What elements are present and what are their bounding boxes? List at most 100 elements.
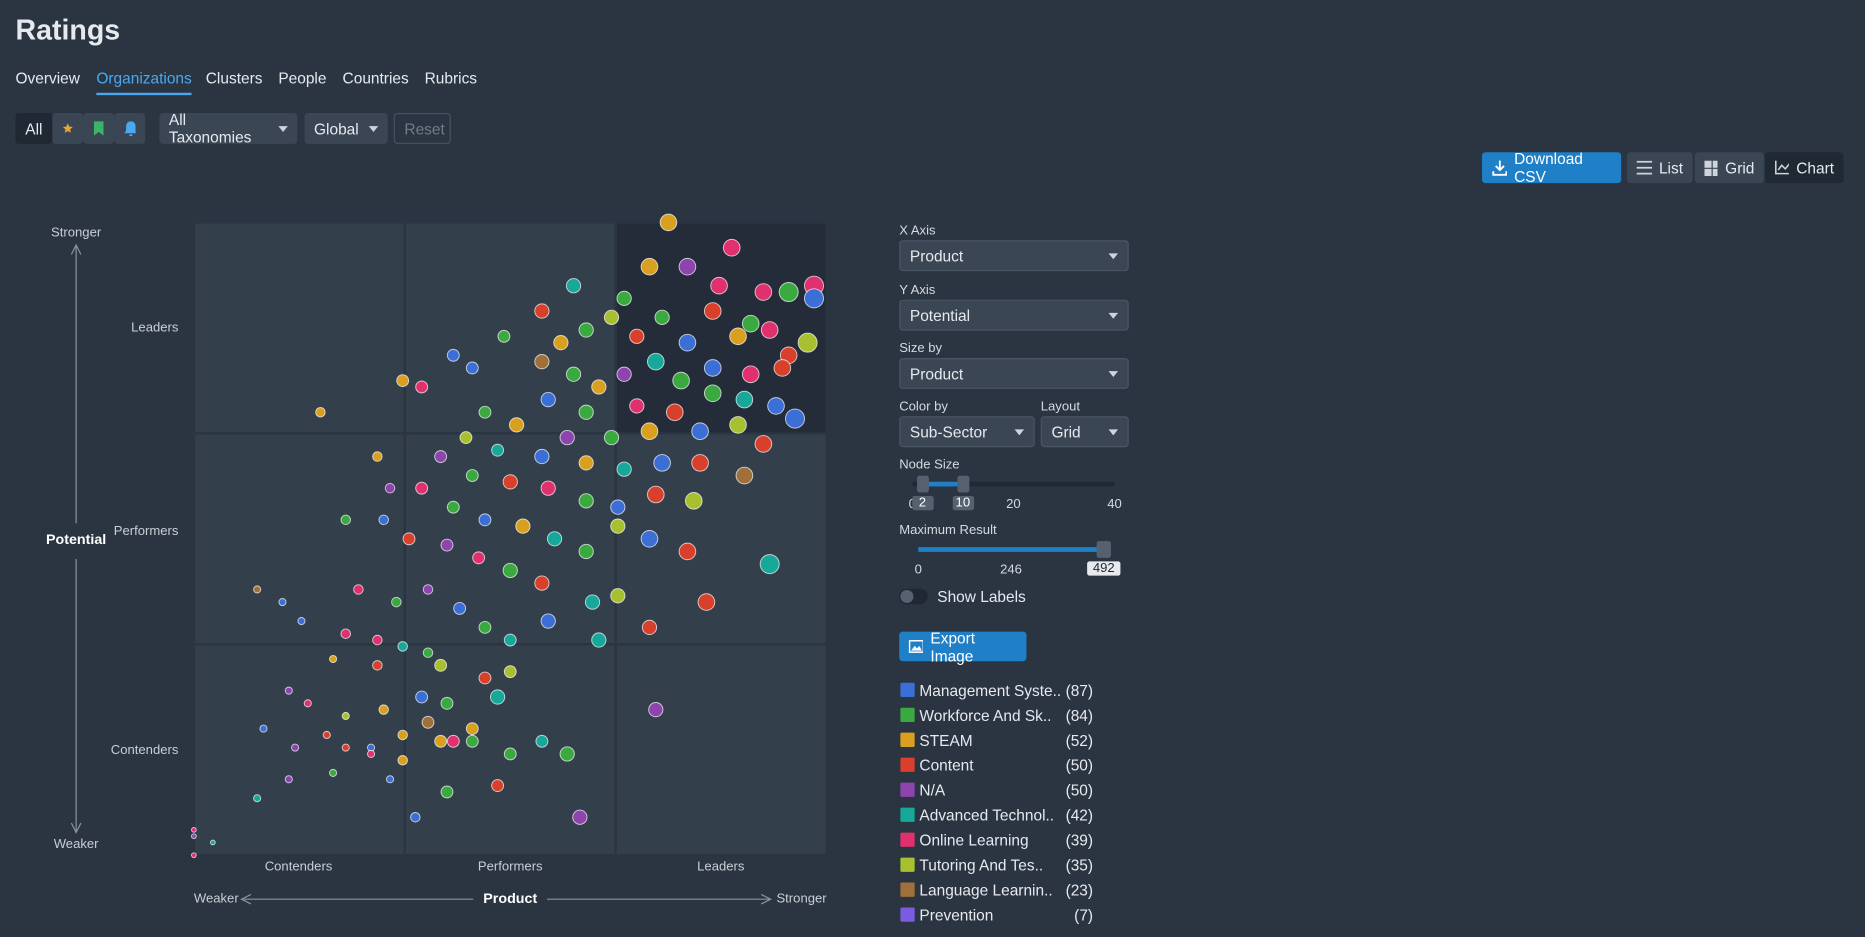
export-button[interactable]: Export Image bbox=[899, 629, 1027, 664]
data-point[interactable] bbox=[640, 422, 659, 441]
data-point[interactable] bbox=[665, 403, 684, 422]
data-point[interactable] bbox=[565, 278, 582, 294]
select[interactable]: Product bbox=[899, 240, 1129, 272]
select[interactable]: Product bbox=[899, 358, 1129, 389]
data-point[interactable] bbox=[778, 282, 799, 303]
data-point[interactable] bbox=[329, 768, 338, 777]
data-point[interactable] bbox=[465, 734, 479, 748]
data-point[interactable] bbox=[703, 384, 722, 403]
data-point[interactable] bbox=[478, 405, 492, 419]
data-point[interactable] bbox=[565, 366, 582, 382]
data-point[interactable] bbox=[489, 689, 506, 705]
data-point[interactable] bbox=[760, 321, 779, 339]
data-point[interactable] bbox=[785, 408, 805, 429]
data-point[interactable] bbox=[741, 365, 760, 384]
data-point[interactable] bbox=[659, 213, 678, 232]
data-point[interactable] bbox=[465, 469, 479, 482]
data-point[interactable] bbox=[459, 431, 473, 444]
data-point[interactable] bbox=[372, 634, 383, 646]
data-point[interactable] bbox=[422, 647, 434, 658]
filter-bookmark[interactable] bbox=[83, 112, 115, 144]
data-point[interactable] bbox=[584, 594, 601, 610]
filter-all[interactable]: All bbox=[15, 112, 53, 144]
data-point[interactable] bbox=[684, 492, 703, 510]
data-point[interactable] bbox=[353, 584, 364, 595]
data-point[interactable] bbox=[303, 699, 312, 708]
data-point[interactable] bbox=[629, 328, 645, 344]
toggle[interactable] bbox=[899, 588, 928, 605]
data-point[interactable] bbox=[191, 833, 197, 840]
data-point[interactable] bbox=[284, 686, 293, 695]
slider-handle[interactable] bbox=[1096, 541, 1111, 558]
data-point[interactable] bbox=[591, 632, 607, 648]
data-point[interactable] bbox=[410, 811, 421, 823]
data-point[interactable] bbox=[678, 333, 697, 352]
tab[interactable]: Countries bbox=[342, 68, 409, 87]
data-point[interactable] bbox=[440, 785, 454, 799]
data-point[interactable] bbox=[421, 715, 435, 729]
data-point[interactable] bbox=[422, 584, 434, 595]
data-point[interactable] bbox=[691, 422, 709, 441]
data-point[interactable] bbox=[415, 481, 429, 495]
data-point[interactable] bbox=[616, 290, 632, 306]
data-point[interactable] bbox=[603, 429, 620, 446]
data-point[interactable] bbox=[678, 542, 697, 561]
data-point[interactable] bbox=[415, 380, 429, 394]
slider-handle[interactable] bbox=[916, 475, 929, 493]
data-point[interactable] bbox=[446, 734, 460, 748]
data-point[interactable] bbox=[722, 238, 741, 257]
filter-star[interactable] bbox=[52, 112, 84, 144]
data-point[interactable] bbox=[797, 332, 818, 353]
data-point[interactable] bbox=[641, 619, 658, 636]
data-point[interactable] bbox=[697, 593, 716, 611]
data-point[interactable] bbox=[372, 451, 383, 462]
data-point[interactable] bbox=[434, 658, 448, 672]
data-point[interactable] bbox=[610, 588, 626, 604]
data-point[interactable] bbox=[434, 450, 448, 463]
data-point[interactable] bbox=[378, 514, 389, 526]
data-point[interactable] bbox=[767, 397, 785, 415]
data-point[interactable] bbox=[703, 302, 722, 320]
data-point[interactable] bbox=[440, 538, 454, 552]
data-point[interactable] bbox=[502, 562, 518, 579]
data-point[interactable] bbox=[610, 518, 626, 534]
data-point[interactable] bbox=[397, 729, 408, 741]
data-point[interactable] bbox=[540, 613, 556, 629]
data-point[interactable] bbox=[397, 755, 408, 766]
filter-bell[interactable] bbox=[114, 112, 146, 144]
data-point[interactable] bbox=[540, 391, 556, 408]
data-point[interactable] bbox=[616, 366, 632, 382]
data-point[interactable] bbox=[646, 485, 665, 504]
data-point[interactable] bbox=[341, 743, 350, 752]
reset-button[interactable]: Reset bbox=[393, 112, 451, 144]
data-point[interactable] bbox=[478, 620, 492, 634]
data-point[interactable] bbox=[640, 257, 659, 276]
data-point[interactable] bbox=[340, 628, 351, 639]
data-point[interactable] bbox=[578, 404, 594, 420]
data-point[interactable] bbox=[367, 749, 376, 758]
select[interactable]: Grid bbox=[1040, 416, 1129, 448]
data-point[interactable] bbox=[446, 348, 460, 362]
data-point[interactable] bbox=[465, 722, 479, 736]
data-point[interactable] bbox=[578, 322, 594, 338]
data-point[interactable] bbox=[678, 257, 697, 276]
data-point[interactable] bbox=[578, 455, 594, 471]
data-point[interactable] bbox=[515, 518, 531, 534]
data-point[interactable] bbox=[396, 374, 410, 388]
data-point[interactable] bbox=[278, 598, 287, 607]
data-point[interactable] bbox=[729, 416, 747, 434]
data-point[interactable] bbox=[372, 660, 383, 671]
data-point[interactable] bbox=[491, 443, 505, 457]
data-point[interactable] bbox=[440, 696, 454, 710]
data-point[interactable] bbox=[340, 514, 351, 526]
data-point[interactable] bbox=[385, 775, 395, 784]
data-point[interactable] bbox=[534, 575, 550, 591]
data-point[interactable] bbox=[191, 852, 197, 859]
data-point[interactable] bbox=[391, 596, 402, 608]
data-point[interactable] bbox=[478, 671, 492, 685]
data-point[interactable] bbox=[472, 551, 486, 565]
data-point[interactable] bbox=[640, 530, 659, 548]
data-point[interactable] bbox=[603, 309, 620, 325]
data-point[interactable] bbox=[534, 303, 550, 319]
data-point[interactable] bbox=[453, 601, 467, 615]
